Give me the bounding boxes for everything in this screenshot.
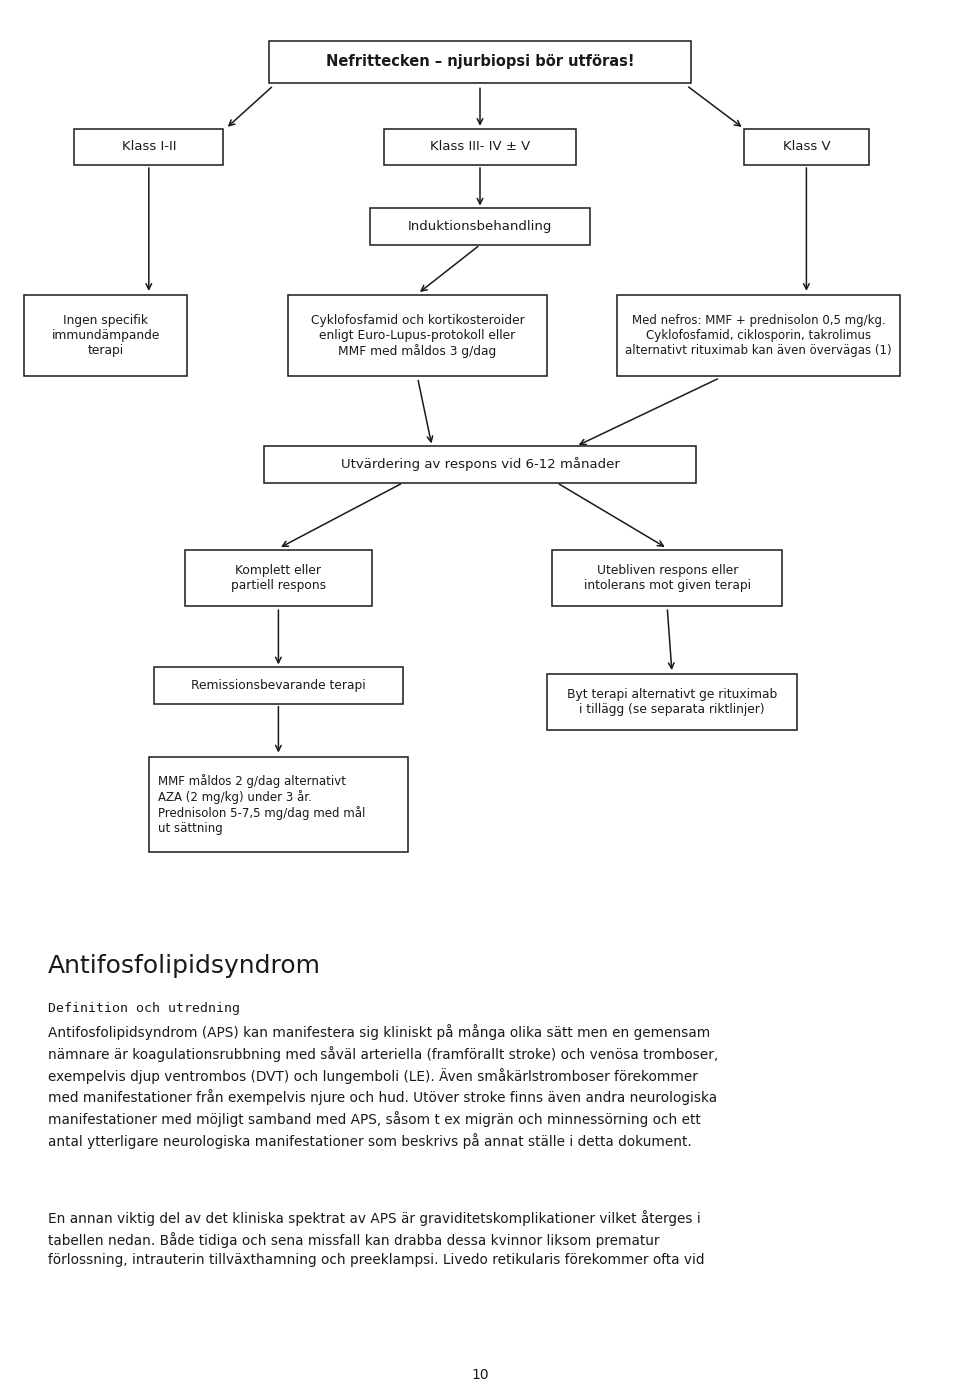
Text: Klass III- IV ± V: Klass III- IV ± V: [430, 140, 530, 154]
FancyBboxPatch shape: [552, 550, 782, 606]
FancyBboxPatch shape: [547, 674, 797, 730]
Text: Nefrittecken – njurbiopsi bör utföras!: Nefrittecken – njurbiopsi bör utföras!: [325, 55, 635, 69]
Text: Utebliven respons eller
intolerans mot given terapi: Utebliven respons eller intolerans mot g…: [584, 564, 751, 592]
Text: Utvärdering av respons vid 6-12 månader: Utvärdering av respons vid 6-12 månader: [341, 457, 619, 471]
FancyBboxPatch shape: [154, 667, 403, 704]
Text: Antifosfolipidsyndrom: Antifosfolipidsyndrom: [48, 954, 321, 978]
Text: Antifosfolipidsyndrom (APS) kan manifestera sig kliniskt på många olika sätt men: Antifosfolipidsyndrom (APS) kan manifest…: [48, 1024, 718, 1149]
FancyBboxPatch shape: [617, 295, 900, 376]
FancyBboxPatch shape: [370, 208, 590, 245]
Text: Definition och utredning: Definition och utredning: [48, 1002, 240, 1014]
Text: Cyklofosfamid och kortikosteroider
enligt Euro-Lupus-protokoll eller
MMF med mål: Cyklofosfamid och kortikosteroider enlig…: [311, 313, 524, 358]
FancyBboxPatch shape: [184, 550, 372, 606]
Text: Byt terapi alternativt ge rituximab
i tillägg (se separata riktlinjer): Byt terapi alternativt ge rituximab i ti…: [566, 688, 778, 716]
Text: Remissionsbevarande terapi: Remissionsbevarande terapi: [191, 679, 366, 693]
FancyBboxPatch shape: [149, 757, 408, 852]
FancyBboxPatch shape: [264, 446, 696, 483]
Text: Klass I-II: Klass I-II: [122, 140, 176, 154]
FancyBboxPatch shape: [75, 129, 223, 165]
FancyBboxPatch shape: [269, 41, 691, 83]
FancyBboxPatch shape: [744, 129, 869, 165]
Text: Klass V: Klass V: [782, 140, 830, 154]
Text: Komplett eller
partiell respons: Komplett eller partiell respons: [230, 564, 326, 592]
Text: Ingen specifik
immundämpande
terapi: Ingen specifik immundämpande terapi: [52, 315, 159, 357]
FancyBboxPatch shape: [288, 295, 547, 376]
Text: MMF måldos 2 g/dag alternativt
AZA (2 mg/kg) under 3 år.
Prednisolon 5-7,5 mg/da: MMF måldos 2 g/dag alternativt AZA (2 mg…: [158, 774, 366, 835]
FancyBboxPatch shape: [24, 295, 187, 376]
FancyBboxPatch shape: [384, 129, 576, 165]
Text: 10: 10: [471, 1368, 489, 1382]
Text: En annan viktig del av det kliniska spektrat av APS är graviditetskomplikationer: En annan viktig del av det kliniska spek…: [48, 1210, 705, 1267]
Text: Induktionsbehandling: Induktionsbehandling: [408, 220, 552, 234]
Text: Med nefros: MMF + prednisolon 0,5 mg/kg.
Cyklofosfamid, ciklosporin, takrolimus
: Med nefros: MMF + prednisolon 0,5 mg/kg.…: [625, 315, 892, 357]
